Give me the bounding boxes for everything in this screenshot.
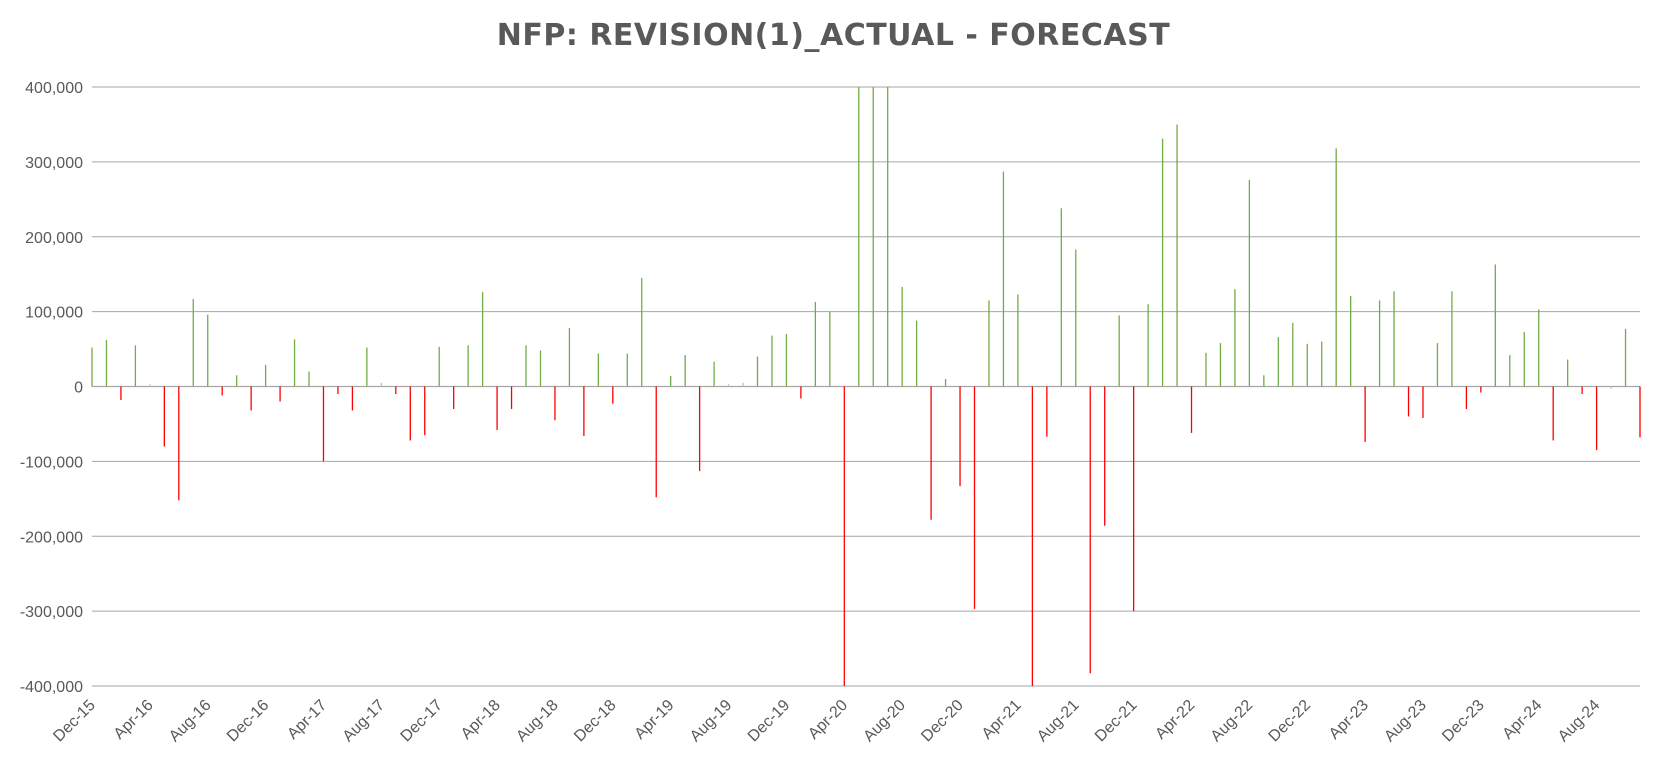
- y-tick-label: 300,000: [25, 155, 83, 172]
- y-axis-tick-labels: 400,000 300,000 200,000 100,000 0 -100,000 -20…: [20, 80, 83, 696]
- y-tick-label: -100,000: [20, 454, 83, 471]
- x-tick-label: Aug-20: [860, 697, 909, 746]
- x-tick-label: Dec-15: [50, 697, 99, 746]
- x-tick-label: Apr-20: [805, 697, 851, 743]
- x-tick-label: Dec-19: [745, 697, 794, 746]
- chart-title: NFP: REVISION(1)_ACTUAL - FORECAST: [496, 18, 1171, 53]
- y-tick-label: -300,000: [20, 604, 83, 621]
- bars: [91, 87, 1641, 686]
- x-tick-label: Apr-17: [284, 697, 330, 743]
- x-tick-label: Apr-22: [1152, 697, 1198, 743]
- gridlines: [92, 86, 1640, 687]
- x-tick-label: Aug-17: [340, 697, 389, 746]
- x-tick-label: Aug-18: [513, 697, 562, 746]
- y-tick-label: 200,000: [25, 230, 83, 247]
- x-tick-label: Aug-22: [1208, 697, 1257, 746]
- x-tick-label: Apr-19: [632, 697, 678, 743]
- x-tick-label: Dec-23: [1439, 697, 1488, 746]
- y-tick-label: -400,000: [20, 679, 83, 696]
- x-tick-label: Aug-24: [1555, 697, 1604, 746]
- x-tick-label: Aug-19: [687, 697, 736, 746]
- x-tick-label: Dec-16: [224, 697, 273, 746]
- x-tick-label: Apr-24: [1500, 697, 1546, 743]
- x-tick-label: Apr-21: [979, 697, 1025, 743]
- x-tick-label: Dec-20: [918, 697, 967, 746]
- x-tick-label: Dec-22: [1266, 697, 1315, 746]
- x-tick-label: Apr-16: [111, 697, 157, 743]
- x-tick-label: Dec-18: [571, 697, 620, 746]
- x-tick-label: Dec-21: [1092, 697, 1141, 746]
- y-tick-label: 400,000: [25, 80, 83, 97]
- x-tick-label: Aug-21: [1034, 697, 1083, 746]
- y-tick-label: -200,000: [20, 529, 83, 546]
- x-axis-tick-labels: Dec-15 Apr-16 Aug-16 Dec-16 Apr-17 Aug-17 Dec-…: [50, 697, 1603, 746]
- x-tick-label: Aug-23: [1381, 697, 1430, 746]
- x-tick-label: Apr-23: [1326, 697, 1372, 743]
- y-tick-label: 100,000: [25, 305, 83, 322]
- y-tick-label: 0: [74, 380, 83, 397]
- x-tick-label: Aug-16: [166, 697, 215, 746]
- x-tick-label: Apr-18: [458, 697, 504, 743]
- x-tick-label: Dec-17: [398, 697, 447, 746]
